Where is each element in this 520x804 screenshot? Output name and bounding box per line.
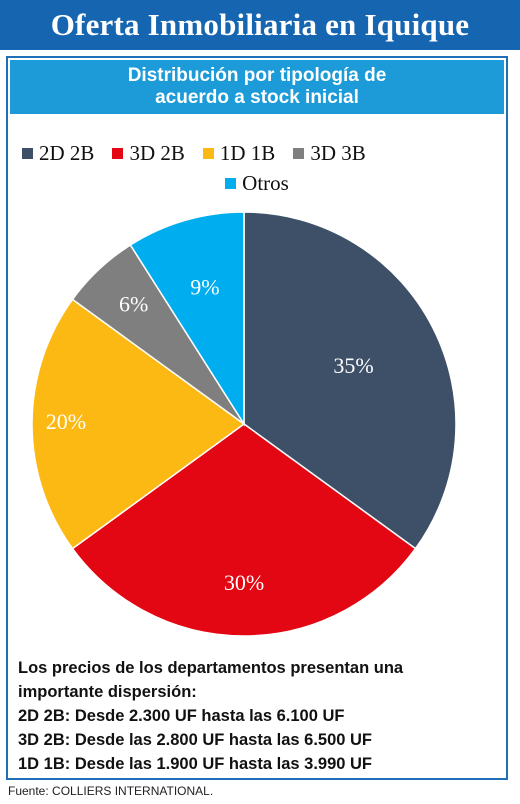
legend-item-1d1b: 1D 1B xyxy=(202,140,276,166)
pie-slice-2d2b xyxy=(243,211,457,550)
price-notes: Los precios de los departamentos present… xyxy=(18,656,508,776)
page-title: Oferta Inmobiliaria en Iquique xyxy=(0,0,520,50)
pie-label-2d2b: 35% xyxy=(333,353,373,378)
legend-row-1: 2D 2B 3D 2B 1D 1B 3D 3B xyxy=(22,138,492,168)
legend-swatch-otros xyxy=(225,177,237,189)
legend-row-2: Otros xyxy=(22,168,492,198)
pie-label-3d2b: 30% xyxy=(224,570,264,595)
legend-swatch-3d2b xyxy=(112,147,124,159)
legend-label-1d1b: 1D 1B xyxy=(219,140,276,165)
legend-swatch-1d1b xyxy=(202,147,214,159)
pie-label-1d1b: 20% xyxy=(46,409,86,434)
chart-title: Distribución por tipología de acuerdo a … xyxy=(10,60,504,114)
legend-label-2d2b: 2D 2B xyxy=(39,140,95,165)
legend-label-3d2b: 3D 2B xyxy=(129,140,185,165)
chart-title-line-2: acuerdo a stock inicial xyxy=(155,87,359,108)
legend-item-3d3b: 3D 3B xyxy=(293,140,366,166)
legend-item-2d2b: 2D 2B xyxy=(22,141,94,166)
notes-line-5: 1D 1B: Desde las 1.900 UF hasta las 3.99… xyxy=(18,755,373,773)
legend-item-otros: Otros xyxy=(225,171,289,196)
legend-swatch-2d2b xyxy=(22,147,33,159)
pie-label-3d3b: 6% xyxy=(119,292,148,317)
chart-title-line-1: Distribución por tipología de xyxy=(127,65,387,86)
pie-chart: 35% 30% 20% 6% 9% xyxy=(31,211,457,637)
pie-label-otros: 9% xyxy=(190,275,219,300)
notes-line-3: 2D 2B: Desde 2.300 UF hasta las 6.100 UF xyxy=(18,707,345,725)
legend-label-otros: Otros xyxy=(242,170,289,195)
legend-item-3d2b: 3D 2B xyxy=(112,140,185,166)
notes-line-4: 3D 2B: Desde las 2.800 UF hasta las 6.50… xyxy=(18,731,373,749)
legend-swatch-3d3b xyxy=(293,147,305,159)
pie-slice-otros xyxy=(129,211,245,427)
notes-line-1: Los precios de los departamentos present… xyxy=(18,659,404,677)
legend-label-3d3b: 3D 3B xyxy=(310,140,366,165)
notes-line-2: importante dispersión: xyxy=(18,683,197,701)
chart-legend: 2D 2B 3D 2B 1D 1B 3D 3B Otros xyxy=(22,138,492,198)
pie-slice-1d1b xyxy=(31,298,246,550)
pie-slice-3d2b xyxy=(71,423,417,637)
source-credit: Fuente: COLLIERS INTERNATIONAL. xyxy=(8,784,214,798)
